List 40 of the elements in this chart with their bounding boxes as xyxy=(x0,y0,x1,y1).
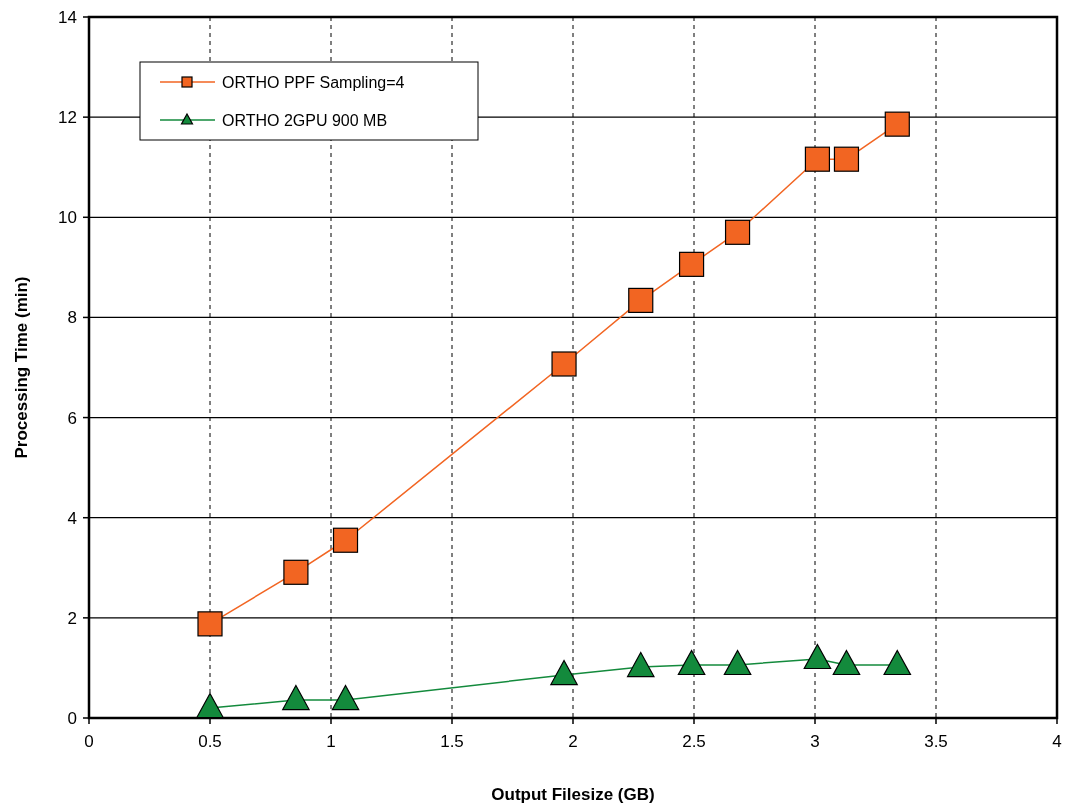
x-axis-title: Output Filesize (GB) xyxy=(491,785,655,804)
y-axis-title: Processing Time (min) xyxy=(12,276,31,459)
point xyxy=(628,287,654,313)
x-tick-label: 0.5 xyxy=(198,732,222,751)
x-tick-label: 1.5 xyxy=(440,732,464,751)
point xyxy=(196,692,224,719)
point xyxy=(724,219,751,245)
x-tick-label: 1 xyxy=(326,732,336,751)
point xyxy=(883,649,912,676)
point xyxy=(283,559,309,585)
point xyxy=(884,111,910,137)
y-tick-label: 12 xyxy=(58,108,77,128)
y-tick-label: 2 xyxy=(67,608,77,628)
x-tick-label: 0 xyxy=(84,732,94,751)
y-tick-label: 4 xyxy=(67,508,77,528)
point xyxy=(803,643,832,670)
legend-label: ORTHO 2GPU 900 MB xyxy=(222,112,388,129)
legend-label: ORTHO PPF Sampling=4 xyxy=(222,74,405,91)
y-tick-label: 10 xyxy=(58,208,77,228)
x-tick-label: 3.5 xyxy=(924,732,948,751)
point xyxy=(677,649,706,676)
point xyxy=(282,684,310,711)
x-tick-label: 4 xyxy=(1052,732,1062,751)
point xyxy=(626,651,655,678)
point xyxy=(833,146,860,172)
point xyxy=(723,649,752,676)
y-tick-label: 14 xyxy=(58,8,77,27)
y-tick-label: 8 xyxy=(67,308,77,328)
point xyxy=(832,649,861,676)
x-tick-label: 2.5 xyxy=(682,732,706,751)
x-tick-label: 2 xyxy=(568,732,578,751)
point xyxy=(332,527,359,553)
point xyxy=(331,684,360,711)
point xyxy=(678,251,705,277)
y-tick-label: 6 xyxy=(67,408,77,428)
x-tick-label: 3 xyxy=(810,732,820,751)
point xyxy=(551,351,577,377)
point xyxy=(804,146,831,172)
point xyxy=(550,659,578,686)
y-tick-label: 0 xyxy=(67,709,77,728)
